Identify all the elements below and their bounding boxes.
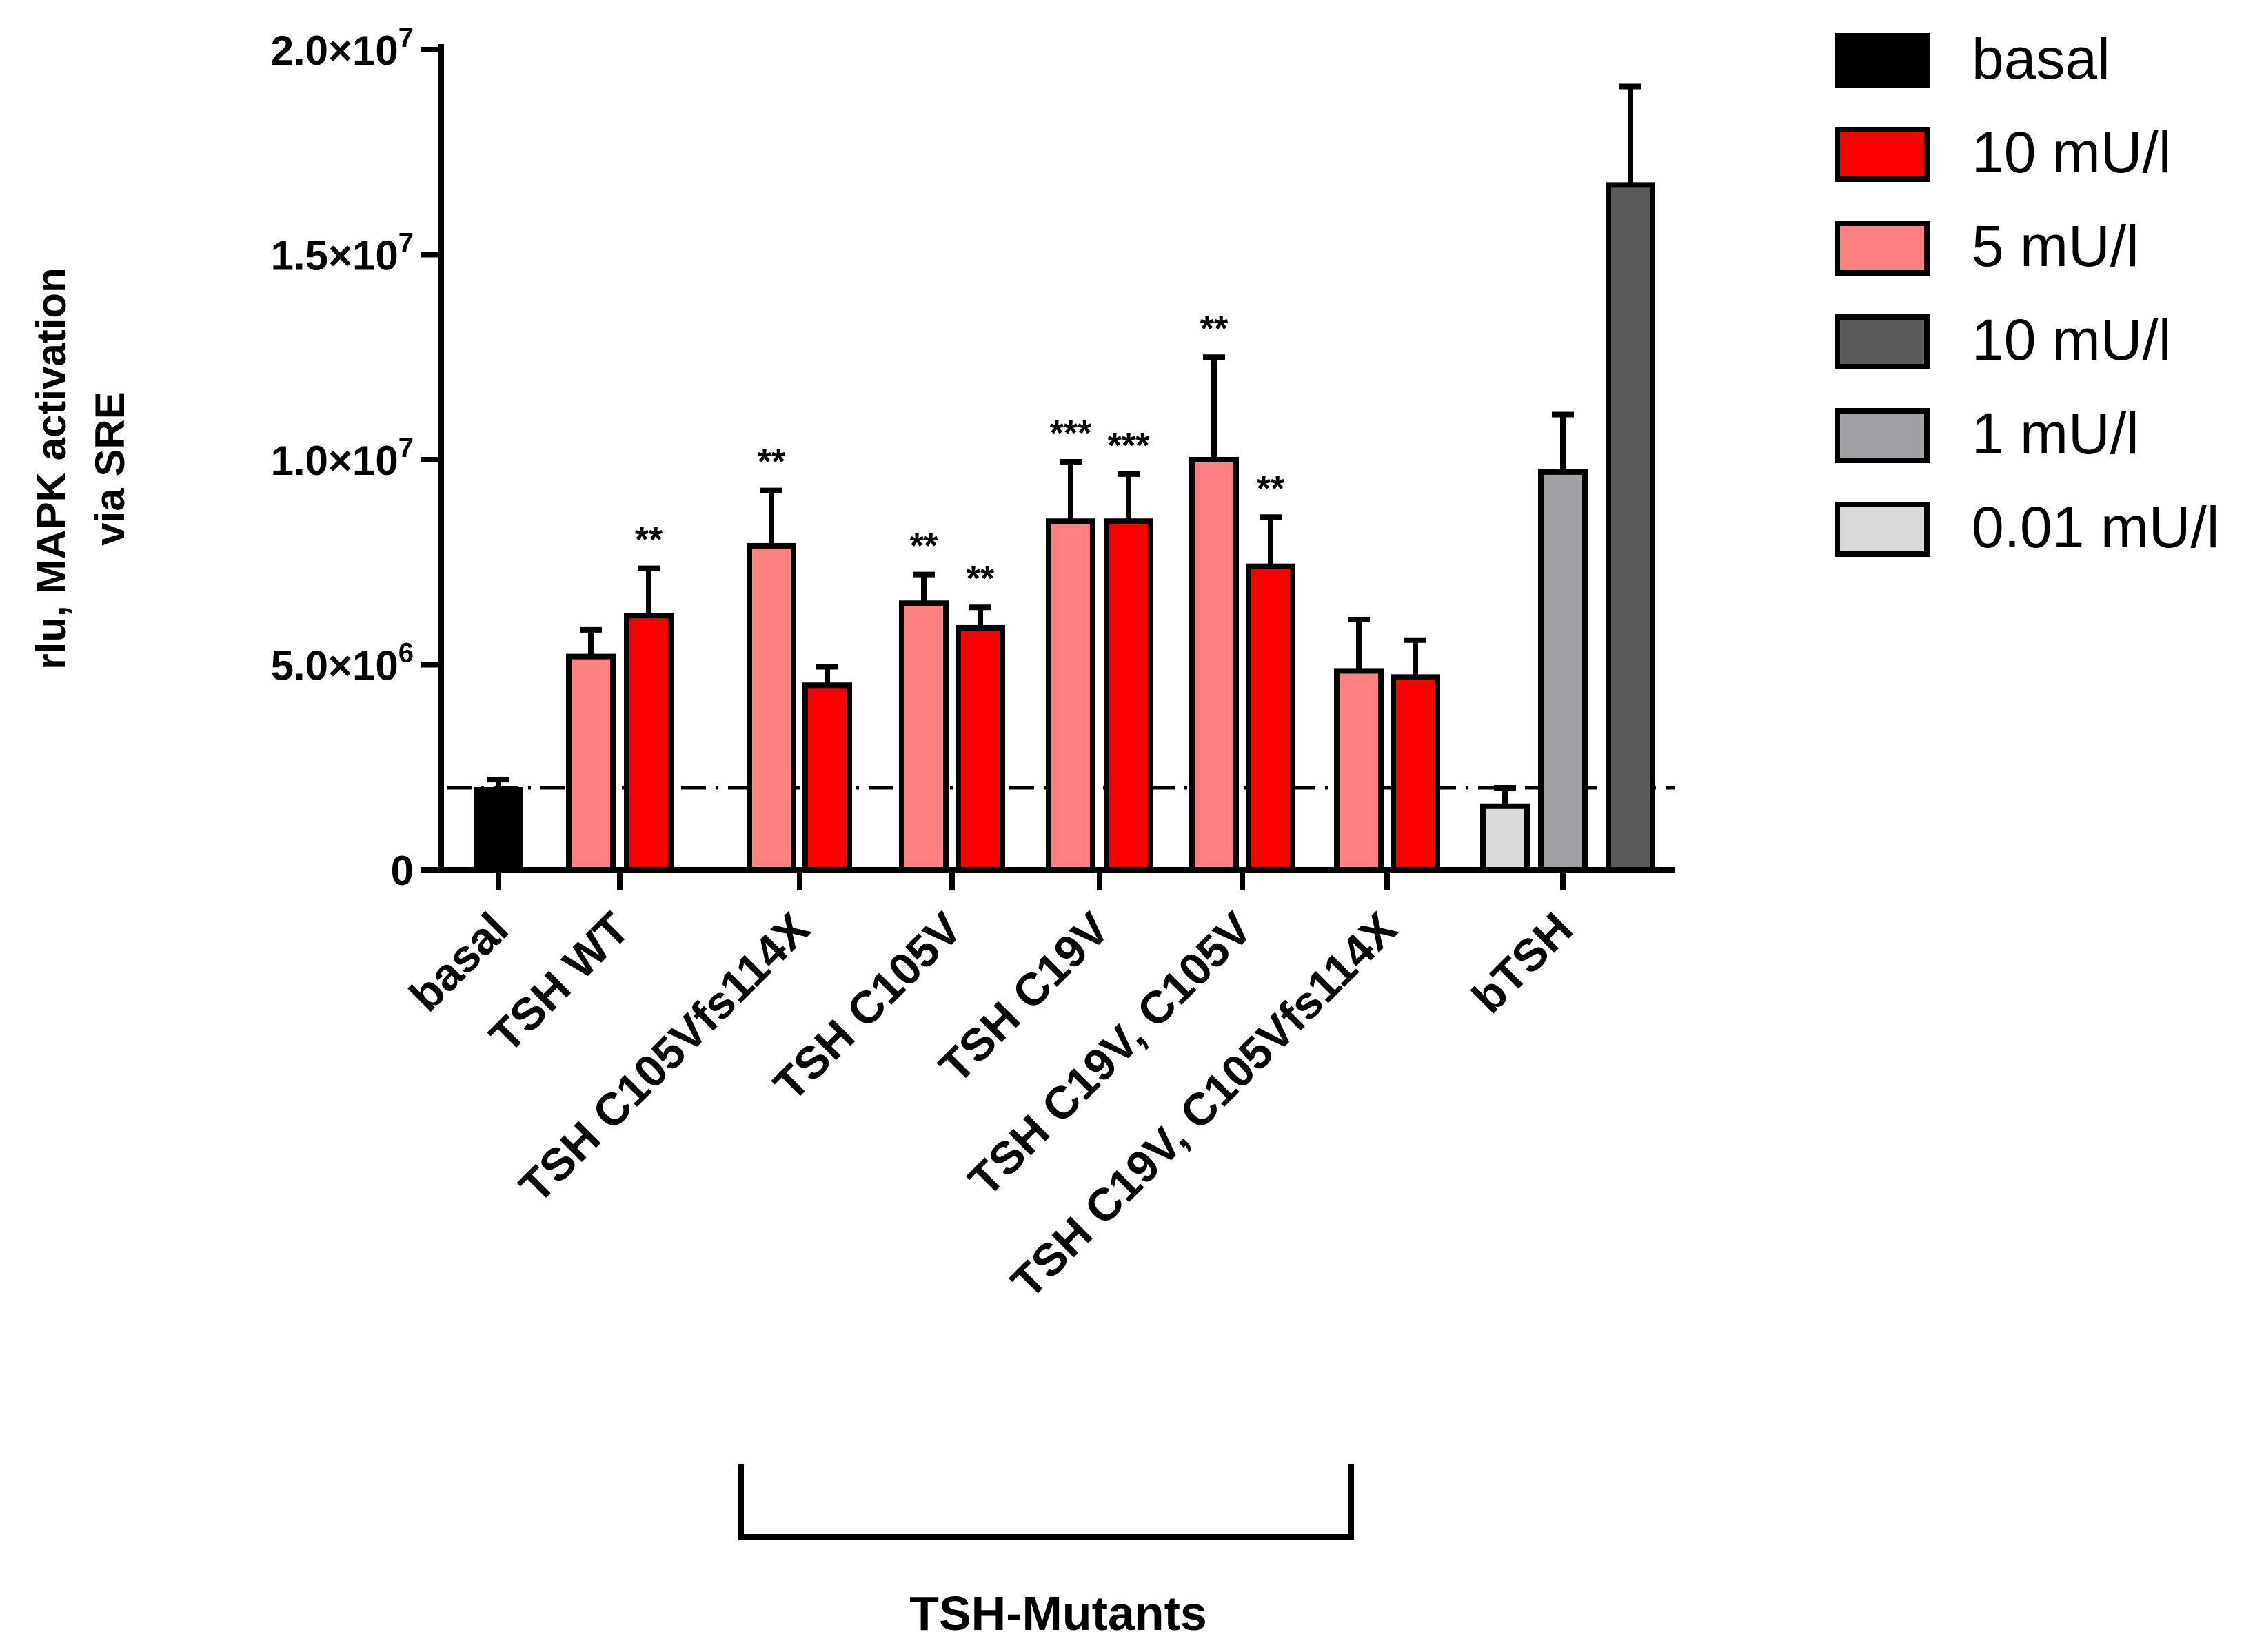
group-bracket-line <box>738 1464 1354 1540</box>
y-axis: 0 5.0×106 1.0×107 1.5×107 2.0×107 <box>271 23 444 894</box>
legend-label: 0.01 mU/l <box>1972 495 2219 560</box>
legend: basal 10 mU/l 5 mU/l 10 mU/l 1 mU/l 0.01 mU/l <box>1835 26 2219 560</box>
bar <box>1246 563 1295 873</box>
y-tick-exponent: 7 <box>398 228 414 258</box>
y-axis-label: rlu, MAPK activation via SRE <box>28 267 133 669</box>
bar <box>624 613 674 873</box>
bar <box>802 682 852 873</box>
significance-label: ** <box>758 442 786 482</box>
y-tick-exponent: 7 <box>398 433 414 463</box>
legend-item: basal <box>1835 26 2110 91</box>
legend-label: basal <box>1972 26 2110 91</box>
legend-item: 10 mU/l <box>1835 307 2171 372</box>
legend-swatch <box>1835 502 1930 557</box>
y-tick-label: 2.0×107 <box>271 23 414 74</box>
y-tick-label: 5.0×106 <box>271 638 414 689</box>
bar <box>566 653 616 873</box>
legend-item: 1 mU/l <box>1835 401 2139 466</box>
bar <box>474 786 523 873</box>
legend-swatch <box>1835 127 1930 182</box>
bar <box>956 624 1005 873</box>
x-tick-label: TSH C19V, C105V <box>958 903 1262 1206</box>
bar <box>899 600 949 873</box>
plot-area: *********** ******* <box>447 83 1675 873</box>
y-tick-label: 1.5×107 <box>271 228 414 279</box>
bar <box>1334 668 1384 873</box>
y-tick-exponent: 7 <box>398 23 414 53</box>
y-axis-label-line1: rlu, MAPK activation <box>28 267 74 669</box>
legend-label: 10 mU/l <box>1972 120 2171 185</box>
significance-label: ** <box>967 559 995 599</box>
legend-swatch <box>1835 33 1930 88</box>
x-tick-label: bTSH <box>1462 903 1582 1023</box>
legend-label: 1 mU/l <box>1972 401 2139 466</box>
bar <box>1480 803 1530 873</box>
y-tick-label: 1.0×107 <box>271 433 414 484</box>
bar <box>1046 518 1095 873</box>
y-tick-label: 0 <box>391 848 414 894</box>
legend-item: 0.01 mU/l <box>1835 495 2219 560</box>
group-bracket-label: TSH-Mutants <box>909 1587 1207 1640</box>
significance-label: ** <box>1257 469 1285 509</box>
y-tick-exponent: 6 <box>398 638 414 669</box>
bar <box>1391 674 1440 873</box>
legend-item: 5 mU/l <box>1835 214 2139 278</box>
legend-label: 5 mU/l <box>1972 214 2139 278</box>
legend-label: 10 mU/l <box>1972 307 2171 372</box>
significance-label: ** <box>910 527 938 567</box>
bar <box>747 542 796 873</box>
legend-swatch <box>1835 221 1930 276</box>
significance-label: *** <box>1108 426 1150 466</box>
x-tick-label: basal <box>399 903 518 1021</box>
bar <box>1104 518 1153 873</box>
significance-label: ** <box>635 520 663 560</box>
group-bracket: TSH-Mutants <box>738 1464 1354 1640</box>
legend-swatch <box>1835 314 1930 369</box>
legend-item: 10 mU/l <box>1835 120 2171 185</box>
bar <box>1538 469 1588 873</box>
legend-swatch <box>1835 408 1930 463</box>
significance-label: *** <box>1050 414 1092 453</box>
y-axis-label-line2: via SRE <box>87 391 133 545</box>
bar <box>1606 182 1655 873</box>
significance-label: ** <box>1200 309 1229 349</box>
bar <box>1189 457 1239 873</box>
